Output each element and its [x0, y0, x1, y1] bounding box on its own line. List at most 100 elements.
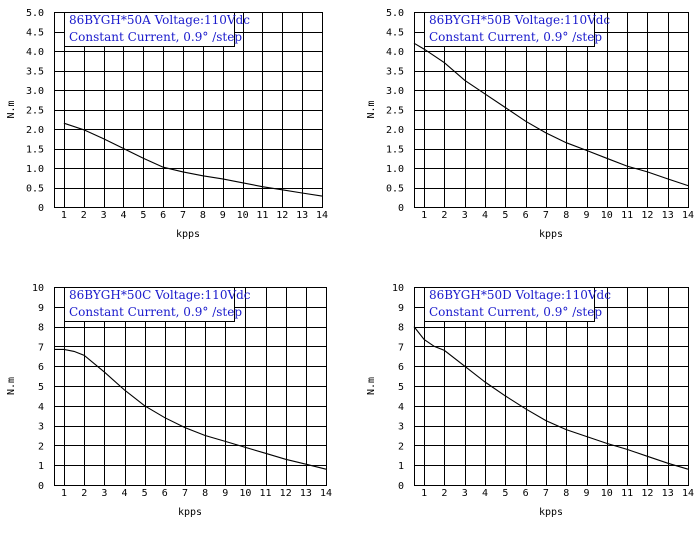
- x-tick-label: 10: [239, 488, 251, 499]
- y-tick-label: 8: [398, 323, 404, 334]
- x-tick-label: 4: [120, 210, 126, 221]
- legend-box: [64, 287, 235, 322]
- x-tick-label: 6: [523, 488, 529, 499]
- x-tick-label: 2: [441, 210, 447, 221]
- x-tick-label: 4: [482, 210, 488, 221]
- y-tick-label: 7: [398, 342, 404, 353]
- x-tick-label: 3: [101, 210, 107, 221]
- x-tick-label: 11: [621, 488, 633, 499]
- y-tick-label: 1.0: [386, 164, 404, 175]
- y-axis-label: N.m: [366, 100, 377, 118]
- y-tick-label: 0.5: [386, 184, 404, 195]
- x-tick-label: 2: [81, 488, 87, 499]
- x-tick-label: 14: [682, 210, 694, 221]
- x-tick-label: 7: [182, 488, 188, 499]
- x-tick-label: 6: [523, 210, 529, 221]
- y-tick-label: 5: [38, 382, 44, 393]
- y-tick-label: 3: [398, 422, 404, 433]
- y-tick-label: 1.5: [26, 145, 44, 156]
- x-tick-label: 12: [276, 210, 288, 221]
- x-axis-label: kpps: [178, 507, 202, 518]
- y-tick-label: 3.5: [26, 67, 44, 78]
- legend-line-1: 86BYGH*50D Voltage:110Vdc: [429, 288, 611, 302]
- x-tick-label: 11: [256, 210, 268, 221]
- y-tick-label: 6: [398, 362, 404, 373]
- x-tick-label: 3: [462, 210, 468, 221]
- y-tick-label: 10: [32, 283, 44, 294]
- x-tick-label: 4: [482, 488, 488, 499]
- y-tick-label: 7: [38, 342, 44, 353]
- y-tick-label: 5.0: [26, 8, 44, 19]
- x-tick-label: 4: [122, 488, 128, 499]
- chart-4: 86BYGH*50D Voltage:110Vdc Constant Curren…: [366, 283, 694, 518]
- x-tick-label: 10: [601, 488, 613, 499]
- x-tick-label: 5: [502, 210, 508, 221]
- legend-line-1: 86BYGH*50C Voltage:110Vdc: [69, 288, 251, 302]
- x-tick-label: 12: [280, 488, 292, 499]
- x-tick-label: 7: [543, 210, 549, 221]
- torque-curve: [413, 42, 689, 187]
- x-tick-label: 12: [641, 210, 653, 221]
- y-tick-label: 2.0: [386, 125, 404, 136]
- x-tick-label: 14: [682, 488, 694, 499]
- y-axis-label: N.m: [6, 377, 17, 395]
- y-tick-label: 5: [398, 382, 404, 393]
- x-tick-label: 7: [543, 488, 549, 499]
- x-tick-label: 3: [101, 488, 107, 499]
- x-tick-label: 9: [584, 210, 590, 221]
- x-tick-label: 9: [220, 210, 226, 221]
- x-tick-label: 6: [160, 210, 166, 221]
- y-axis-label: N.m: [6, 100, 17, 118]
- x-tick-label: 3: [462, 488, 468, 499]
- legend-line-2: Constant Current, 0.9° /step: [429, 30, 602, 44]
- legend-line-1: 86BYGH*50B Voltage:110Vdc: [429, 13, 610, 27]
- x-tick-label: 8: [202, 488, 208, 499]
- y-tick-label: 0.5: [26, 184, 44, 195]
- x-tick-label: 1: [421, 488, 427, 499]
- y-tick-label: 0: [398, 481, 404, 492]
- legend-line-2: Constant Current, 0.9° /step: [69, 305, 242, 319]
- x-tick-label: 2: [81, 210, 87, 221]
- x-tick-label: 6: [162, 488, 168, 499]
- y-tick-label: 6: [38, 362, 44, 373]
- y-tick-label: 1: [398, 461, 404, 472]
- y-tick-label: 3.5: [386, 67, 404, 78]
- x-tick-label: 12: [641, 488, 653, 499]
- legend-line-2: Constant Current, 0.9° /step: [429, 305, 602, 319]
- y-tick-label: 4.0: [26, 47, 44, 58]
- y-tick-label: 2: [38, 441, 44, 452]
- y-tick-label: 4.0: [386, 47, 404, 58]
- x-tick-label: 9: [584, 488, 590, 499]
- x-tick-label: 13: [300, 488, 312, 499]
- y-tick-label: 9: [398, 303, 404, 314]
- legend-box: [64, 12, 235, 47]
- y-tick-label: 1.0: [26, 164, 44, 175]
- x-tick-label: 13: [662, 488, 674, 499]
- legend-line-1: 86BYGH*50A Voltage:110Vdc: [69, 13, 250, 27]
- x-tick-label: 11: [260, 488, 272, 499]
- legend-box: [424, 12, 595, 47]
- y-axis-label: N.m: [366, 377, 377, 395]
- y-tick-label: 0: [38, 203, 44, 214]
- y-tick-label: 1: [38, 461, 44, 472]
- y-tick-label: 3: [38, 422, 44, 433]
- y-tick-label: 2.0: [26, 125, 44, 136]
- y-tick-label: 2: [398, 441, 404, 452]
- torque-curve: [413, 326, 689, 470]
- chart-2: 86BYGH*50B Voltage:110Vdc Constant Curren…: [366, 8, 694, 240]
- y-tick-label: 2.5: [386, 106, 404, 117]
- x-tick-label: 8: [200, 210, 206, 221]
- x-tick-label: 5: [502, 488, 508, 499]
- y-tick-label: 5.0: [386, 8, 404, 19]
- y-tick-label: 0: [398, 203, 404, 214]
- y-tick-label: 4.5: [386, 28, 404, 39]
- y-tick-label: 0: [38, 481, 44, 492]
- x-tick-label: 5: [142, 488, 148, 499]
- x-tick-label: 13: [296, 210, 308, 221]
- chart-1: 86BYGH*50A Voltage:110Vdc Constant Curren…: [6, 8, 328, 240]
- x-tick-label: 7: [180, 210, 186, 221]
- torque-curve: [54, 348, 327, 470]
- x-tick-label: 2: [441, 488, 447, 499]
- x-tick-label: 9: [222, 488, 228, 499]
